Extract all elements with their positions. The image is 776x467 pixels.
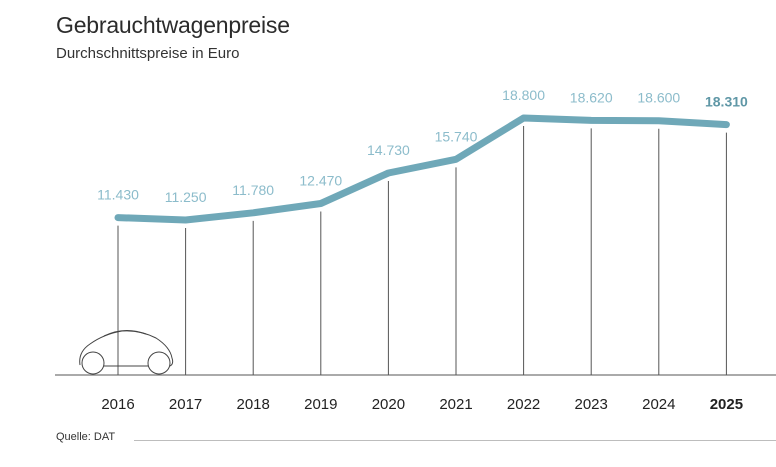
x-tick-2016: 2016 xyxy=(101,396,134,413)
source-note: Quelle: DAT xyxy=(56,431,116,443)
value-label-2023: 18.620 xyxy=(570,89,613,105)
x-tick-2021: 2021 xyxy=(439,396,472,413)
value-label-2016: 11.430 xyxy=(97,187,139,203)
value-label-2022: 18.800 xyxy=(502,87,545,103)
value-label-2021: 15.740 xyxy=(435,128,478,144)
value-label-2017: 11.250 xyxy=(165,189,207,205)
x-tick-2025: 2025 xyxy=(710,396,743,413)
guide-lines xyxy=(117,126,727,375)
value-label-2025: 18.310 xyxy=(705,94,748,110)
x-tick-2023: 2023 xyxy=(575,396,608,413)
chart-subtitle: Durchschnittspreise in Euro xyxy=(56,45,240,62)
value-label-2024: 18.600 xyxy=(637,90,680,106)
x-tick-2020: 2020 xyxy=(372,396,405,413)
x-tick-2022: 2022 xyxy=(507,396,540,413)
x-tick-2017: 2017 xyxy=(169,396,202,413)
x-tick-2019: 2019 xyxy=(304,396,337,413)
x-tick-2024: 2024 xyxy=(642,396,675,413)
chart-title: Gebrauchtwagenpreise xyxy=(56,12,290,38)
value-label-2020: 14.730 xyxy=(367,142,410,158)
value-labels: 11.430 11.250 11.780 12.470 14.730 15.740 18.8… xyxy=(97,87,748,205)
x-tick-labels: 2016 2017 2018 2019 2020 2021 2022 2023 2024 2025 xyxy=(101,396,743,413)
x-tick-2018: 2018 xyxy=(237,396,270,413)
car-outline-icon xyxy=(79,330,174,375)
series-line xyxy=(114,114,730,224)
value-label-2018: 11.780 xyxy=(232,182,274,198)
source-divider xyxy=(134,440,776,441)
value-label-2019: 12.470 xyxy=(299,173,342,189)
